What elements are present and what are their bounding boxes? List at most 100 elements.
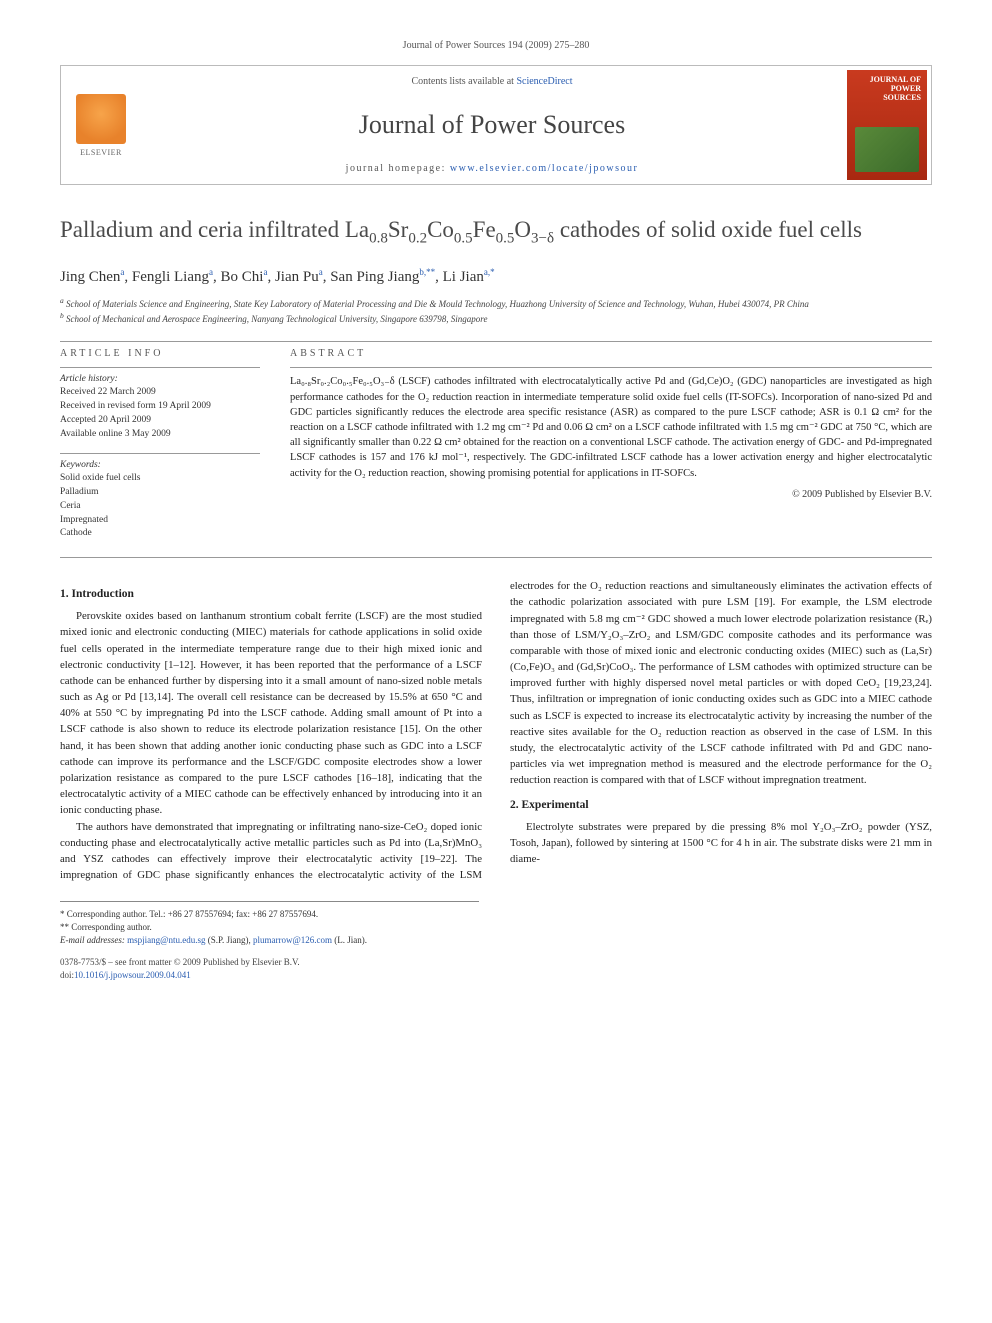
history-item: Accepted 20 April 2009 — [60, 414, 260, 428]
author-name: San Ping Jiang — [330, 269, 419, 285]
footnote-corresponding-2: ** Corresponding author. — [60, 921, 479, 934]
experimental-body: Electrolyte substrates were prepared by … — [510, 819, 932, 868]
journal-cover-thumbnail: JOURNAL OF POWER SOURCES — [847, 70, 927, 180]
issn-line: 0378-7753/$ – see front matter © 2009 Pu… — [60, 956, 932, 969]
author-sup: a — [120, 267, 124, 277]
affiliation-a: a School of Materials Science and Engine… — [60, 296, 932, 311]
footnote-text: Corresponding author. Tel.: +86 27 87557… — [67, 909, 318, 919]
article-info-heading: ARTICLE INFO — [60, 348, 260, 359]
contents-line: Contents lists available at ScienceDirec… — [411, 76, 572, 87]
page-footer: 0378-7753/$ – see front matter © 2009 Pu… — [60, 956, 932, 981]
cover-label: JOURNAL OF POWER SOURCES — [870, 76, 921, 102]
author-sup: a — [319, 267, 323, 277]
footnotes: * Corresponding author. Tel.: +86 27 875… — [60, 901, 479, 946]
keyword: Cathode — [60, 527, 260, 541]
author-4: San Ping Jiangb,** — [330, 269, 435, 285]
keyword: Palladium — [60, 486, 260, 500]
exp-p1: Electrolyte substrates were prepared by … — [510, 819, 932, 868]
keyword: Ceria — [60, 500, 260, 514]
header-center: Contents lists available at ScienceDirec… — [141, 66, 843, 184]
title-sub5: 3−δ — [531, 231, 554, 247]
affiliation-a-text: School of Materials Science and Engineer… — [66, 299, 809, 309]
keywords-label: Keywords: — [60, 460, 260, 470]
title-sub4: 0.5 — [496, 231, 515, 247]
author-sup: a — [263, 267, 267, 277]
elsevier-label: ELSEVIER — [80, 148, 122, 157]
divider — [60, 557, 932, 558]
title-pre: Palladium and ceria infiltrated La — [60, 217, 369, 242]
author-sup: b,** — [419, 267, 435, 277]
title-mid1: Sr — [388, 217, 408, 242]
intro-p1: Perovskite oxides based on lanthanum str… — [60, 608, 482, 818]
affiliation-b: b School of Mechanical and Aerospace Eng… — [60, 311, 932, 326]
history-item: Received in revised form 19 April 2009 — [60, 400, 260, 414]
contents-prefix: Contents lists available at — [411, 76, 516, 87]
authors-list: Jing Chena, Fengli Lianga, Bo Chia, Jian… — [60, 267, 932, 286]
divider — [290, 367, 932, 368]
author-0: Jing Chena — [60, 269, 124, 285]
history-item: Available online 3 May 2009 — [60, 428, 260, 442]
title-mid2: Co — [427, 217, 454, 242]
title-mid3: Fe — [473, 217, 496, 242]
journal-name: Journal of Power Sources — [359, 110, 625, 140]
homepage-link[interactable]: www.elsevier.com/locate/jpowsour — [450, 163, 638, 174]
abstract-heading: ABSTRACT — [290, 348, 932, 359]
info-abstract-row: ARTICLE INFO Article history: Received 2… — [60, 348, 932, 541]
author-sup: a — [209, 267, 213, 277]
history-list: Received 22 March 2009 Received in revis… — [60, 386, 260, 441]
email-link-2[interactable]: plumarrow@126.com — [253, 935, 332, 945]
keyword: Impregnated — [60, 514, 260, 528]
divider — [60, 367, 260, 368]
author-5: Li Jiana,* — [443, 269, 495, 285]
elsevier-tree-icon — [76, 94, 126, 144]
email-who-2: (L. Jian). — [332, 935, 367, 945]
title-mid4: O — [514, 217, 531, 242]
doi-label: doi: — [60, 970, 74, 980]
history-item: Received 22 March 2009 — [60, 386, 260, 400]
author-name: Fengli Liang — [132, 269, 209, 285]
doi-link[interactable]: 10.1016/j.jpowsour.2009.04.041 — [74, 970, 191, 980]
author-3: Jian Pua — [275, 269, 323, 285]
abstract-column: ABSTRACT La₀.₈Sr₀.₂Co₀.₅Fe₀.₅O₃₋δ (LSCF)… — [290, 348, 932, 541]
article-info-column: ARTICLE INFO Article history: Received 2… — [60, 348, 260, 541]
history-label: Article history: — [60, 374, 260, 384]
abstract-copyright: © 2009 Published by Elsevier B.V. — [290, 489, 932, 500]
body-columns: 1. Introduction Perovskite oxides based … — [60, 578, 932, 883]
title-post: cathodes of solid oxide fuel cells — [554, 217, 862, 242]
intro-heading: 1. Introduction — [60, 588, 482, 600]
divider — [60, 341, 932, 342]
keywords-list: Solid oxide fuel cells Palladium Ceria I… — [60, 472, 260, 541]
title-sub1: 0.8 — [369, 231, 388, 247]
homepage-line: journal homepage: www.elsevier.com/locat… — [346, 163, 639, 174]
title-sub3: 0.5 — [454, 231, 473, 247]
author-2: Bo Chia — [221, 269, 268, 285]
footnote-corresponding-1: * Corresponding author. Tel.: +86 27 875… — [60, 908, 479, 921]
abstract-text: La₀.₈Sr₀.₂Co₀.₅Fe₀.₅O₃₋δ (LSCF) cathodes… — [290, 374, 932, 481]
sciencedirect-link[interactable]: ScienceDirect — [516, 76, 572, 87]
author-name: Jing Chen — [60, 269, 120, 285]
doi-line: doi:10.1016/j.jpowsour.2009.04.041 — [60, 969, 932, 982]
email-link-1[interactable]: mspjiang@ntu.edu.sg — [127, 935, 205, 945]
experimental-heading: 2. Experimental — [510, 799, 932, 811]
affiliation-b-text: School of Mechanical and Aerospace Engin… — [66, 314, 487, 324]
author-name: Jian Pu — [275, 269, 319, 285]
author-1: Fengli Lianga — [132, 269, 213, 285]
title-sub2: 0.2 — [408, 231, 427, 247]
author-name: Bo Chi — [221, 269, 264, 285]
journal-header-box: ELSEVIER Contents lists available at Sci… — [60, 65, 932, 185]
affiliations: a School of Materials Science and Engine… — [60, 296, 932, 325]
email-who-1: (S.P. Jiang), — [205, 935, 253, 945]
cover-image-icon — [855, 127, 919, 172]
article-title: Palladium and ceria infiltrated La0.8Sr0… — [60, 215, 932, 249]
footnote-text: Corresponding author. — [71, 922, 152, 932]
email-label: E-mail addresses: — [60, 935, 127, 945]
keyword: Solid oxide fuel cells — [60, 472, 260, 486]
author-name: Li Jian — [443, 269, 484, 285]
cover-label-3: SOURCES — [870, 94, 921, 103]
author-sup: a,* — [484, 267, 495, 277]
elsevier-logo: ELSEVIER — [61, 66, 141, 184]
homepage-prefix: journal homepage: — [346, 163, 450, 174]
journal-reference: Journal of Power Sources 194 (2009) 275–… — [60, 40, 932, 51]
footnote-emails: E-mail addresses: mspjiang@ntu.edu.sg (S… — [60, 934, 479, 947]
divider — [60, 453, 260, 454]
